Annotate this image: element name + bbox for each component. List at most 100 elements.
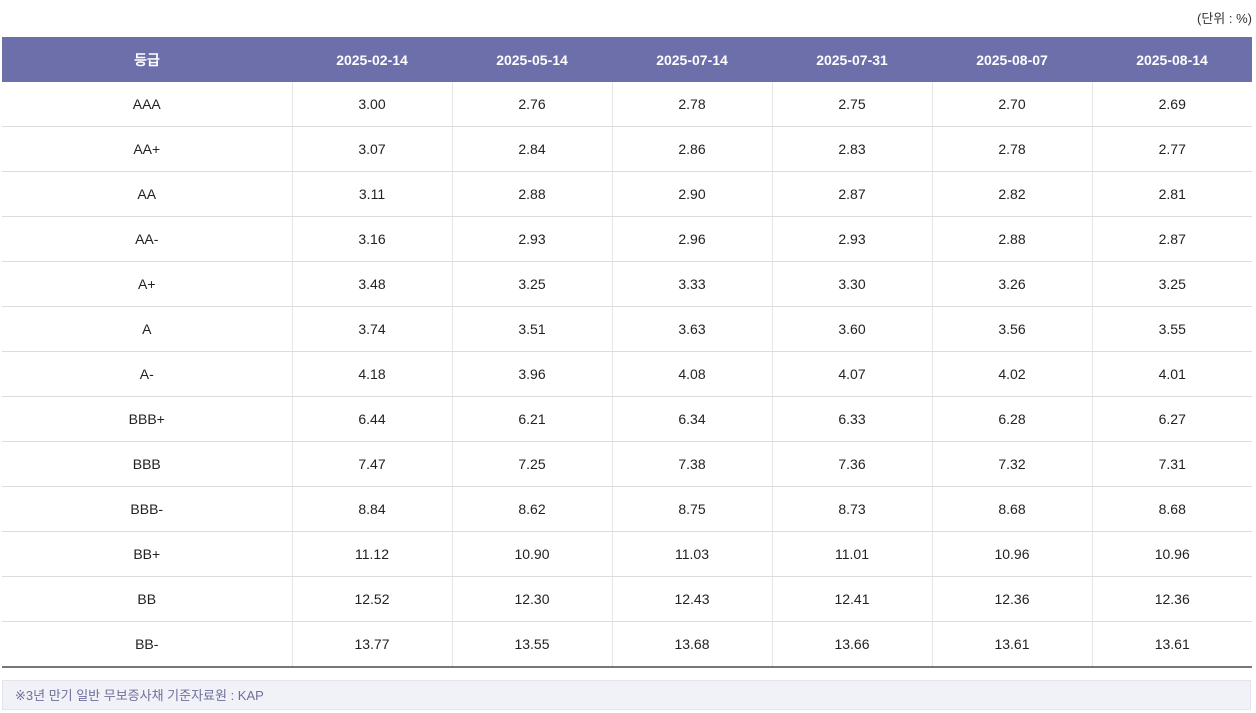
yield-cell: 4.18 <box>291 351 452 397</box>
yield-cell: 8.84 <box>291 486 452 532</box>
yield-cell: 13.77 <box>291 621 452 668</box>
yield-cell: 2.78 <box>611 82 772 127</box>
yield-cell: 12.36 <box>1091 576 1252 622</box>
table-header-row: 등급 2025-02-14 2025-05-14 2025-07-14 2025… <box>2 37 1252 82</box>
yield-cell: 2.81 <box>1091 171 1252 217</box>
table-row: AA- 3.16 2.93 2.96 2.93 2.88 2.87 <box>2 216 1252 262</box>
table-row: AA 3.11 2.88 2.90 2.87 2.82 2.81 <box>2 171 1252 217</box>
yield-cell: 3.56 <box>931 306 1092 352</box>
yield-cell: 3.25 <box>451 261 612 307</box>
yield-cell: 6.28 <box>931 396 1092 442</box>
yield-cell: 10.96 <box>1091 531 1252 577</box>
yield-cell: 10.90 <box>451 531 612 577</box>
source-footnote: ※3년 만기 일반 무보증사채 기준자료원 : KAP <box>2 680 1251 710</box>
yield-cell: 3.30 <box>771 261 932 307</box>
table-row: BB+ 11.12 10.90 11.03 11.01 10.96 10.96 <box>2 531 1252 577</box>
yield-cell: 12.30 <box>451 576 612 622</box>
yield-cell: 12.41 <box>771 576 932 622</box>
yield-cell: 2.86 <box>611 126 772 172</box>
column-header-date: 2025-02-14 <box>292 37 452 82</box>
yield-cell: 2.88 <box>931 216 1092 262</box>
grade-cell: A- <box>2 351 292 397</box>
yield-cell: 3.33 <box>611 261 772 307</box>
yield-cell: 2.93 <box>771 216 932 262</box>
yield-cell: 2.87 <box>771 171 932 217</box>
yield-cell: 4.08 <box>611 351 772 397</box>
yield-cell: 13.61 <box>1091 621 1252 668</box>
yield-cell: 3.60 <box>771 306 932 352</box>
yield-cell: 8.62 <box>451 486 612 532</box>
yield-cell: 10.96 <box>931 531 1092 577</box>
yield-cell: 13.55 <box>451 621 612 668</box>
yield-cell: 11.03 <box>611 531 772 577</box>
yield-cell: 3.26 <box>931 261 1092 307</box>
grade-cell: AAA <box>2 82 292 127</box>
yield-cell: 4.01 <box>1091 351 1252 397</box>
yield-cell: 2.87 <box>1091 216 1252 262</box>
table-row: BBB+ 6.44 6.21 6.34 6.33 6.28 6.27 <box>2 396 1252 442</box>
yield-cell: 11.01 <box>771 531 932 577</box>
grade-cell: BBB- <box>2 486 292 532</box>
yield-cell: 2.96 <box>611 216 772 262</box>
yield-cell: 3.55 <box>1091 306 1252 352</box>
grade-cell: BB- <box>2 621 292 668</box>
grade-cell: A <box>2 306 292 352</box>
yield-cell: 3.16 <box>291 216 452 262</box>
table-body: AAA 3.00 2.76 2.78 2.75 2.70 2.69 AA+ 3.07 2.84 2.… <box>2 82 1252 668</box>
yield-cell: 4.02 <box>931 351 1092 397</box>
yield-cell: 2.78 <box>931 126 1092 172</box>
table-row: AA+ 3.07 2.84 2.86 2.83 2.78 2.77 <box>2 126 1252 172</box>
yield-cell: 2.82 <box>931 171 1092 217</box>
yield-cell: 7.47 <box>291 441 452 487</box>
yield-cell: 6.34 <box>611 396 772 442</box>
unit-label: (단위 : %) <box>1197 11 1252 26</box>
yield-cell: 7.36 <box>771 441 932 487</box>
yield-cell: 2.77 <box>1091 126 1252 172</box>
yield-cell: 3.51 <box>451 306 612 352</box>
bond-yield-table: 등급 2025-02-14 2025-05-14 2025-07-14 2025… <box>2 37 1252 668</box>
yield-cell: 2.69 <box>1091 82 1252 127</box>
yield-cell: 2.90 <box>611 171 772 217</box>
yield-cell: 12.36 <box>931 576 1092 622</box>
grade-cell: BB+ <box>2 531 292 577</box>
table-row: BB- 13.77 13.55 13.68 13.66 13.61 13.61 <box>2 621 1252 668</box>
table-row: BBB 7.47 7.25 7.38 7.36 7.32 7.31 <box>2 441 1252 487</box>
yield-cell: 3.07 <box>291 126 452 172</box>
column-header-date: 2025-07-31 <box>772 37 932 82</box>
table-row: A+ 3.48 3.25 3.33 3.30 3.26 3.25 <box>2 261 1252 307</box>
yield-cell: 2.93 <box>451 216 612 262</box>
column-header-date: 2025-05-14 <box>452 37 612 82</box>
column-header-grade: 등급 <box>2 37 292 82</box>
yield-cell: 6.44 <box>291 396 452 442</box>
yield-cell: 12.52 <box>291 576 452 622</box>
yield-cell: 13.61 <box>931 621 1092 668</box>
yield-cell: 3.11 <box>291 171 452 217</box>
grade-cell: BBB+ <box>2 396 292 442</box>
grade-cell: AA- <box>2 216 292 262</box>
yield-cell: 2.88 <box>451 171 612 217</box>
yield-cell: 3.25 <box>1091 261 1252 307</box>
yield-cell: 6.33 <box>771 396 932 442</box>
yield-cell: 13.66 <box>771 621 932 668</box>
yield-cell: 8.68 <box>931 486 1092 532</box>
yield-cell: 2.84 <box>451 126 612 172</box>
grade-cell: AA <box>2 171 292 217</box>
yield-cell: 2.83 <box>771 126 932 172</box>
table-row: BBB- 8.84 8.62 8.75 8.73 8.68 8.68 <box>2 486 1252 532</box>
yield-cell: 3.48 <box>291 261 452 307</box>
yield-cell: 4.07 <box>771 351 932 397</box>
grade-cell: BB <box>2 576 292 622</box>
yield-cell: 6.27 <box>1091 396 1252 442</box>
yield-cell: 7.32 <box>931 441 1092 487</box>
column-header-date: 2025-08-07 <box>932 37 1092 82</box>
grade-cell: BBB <box>2 441 292 487</box>
yield-cell: 3.63 <box>611 306 772 352</box>
column-header-date: 2025-07-14 <box>612 37 772 82</box>
yield-cell: 2.75 <box>771 82 932 127</box>
yield-cell: 6.21 <box>451 396 612 442</box>
yield-cell: 7.38 <box>611 441 772 487</box>
yield-cell: 7.31 <box>1091 441 1252 487</box>
yield-cell: 3.74 <box>291 306 452 352</box>
yield-cell: 3.96 <box>451 351 612 397</box>
yield-cell: 2.76 <box>451 82 612 127</box>
